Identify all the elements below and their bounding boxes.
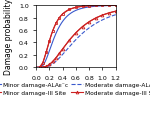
- Minor damage-III Site: [88, 6, 90, 7]
- Moderate damage-III Site: [75, 33, 77, 34]
- Moderate damage-III Site: [58, 53, 60, 55]
- Minor damage-ALAᴇ⁻ᴄ: [118, 6, 120, 7]
- Minor damage-III Site: [102, 6, 103, 7]
- Minor damage-ALAᴇ⁻ᴄ: [103, 6, 105, 7]
- Line: Moderate damage-ALAᴇ⁻ᴄ: Moderate damage-ALAᴇ⁻ᴄ: [36, 15, 119, 68]
- Moderate damage-III Site: [49, 64, 50, 66]
- Minor damage-III Site: [82, 7, 84, 8]
- Minor damage-III Site: [75, 7, 77, 9]
- Moderate damage-III Site: [82, 27, 84, 28]
- Moderate damage-ALAᴇ⁻ᴄ: [103, 19, 105, 21]
- Moderate damage-III Site: [108, 13, 110, 14]
- Line: Minor damage-III Site: Minor damage-III Site: [38, 5, 117, 69]
- Moderate damage-ALAᴇ⁻ᴄ: [75, 39, 77, 41]
- Minor damage-III Site: [49, 40, 50, 42]
- Minor damage-ALAᴇ⁻ᴄ: [80, 9, 82, 10]
- Moderate damage-III Site: [39, 67, 41, 68]
- Minor damage-ALAᴇ⁻ᴄ: [85, 8, 86, 9]
- Moderate damage-III Site: [115, 11, 117, 13]
- Minor damage-III Site: [115, 6, 117, 7]
- Minor damage-ALAᴇ⁻ᴄ: [35, 67, 37, 68]
- Minor damage-III Site: [58, 18, 60, 19]
- Minor damage-III Site: [95, 6, 97, 7]
- Moderate damage-ALAᴇ⁻ᴄ: [118, 14, 120, 15]
- Y-axis label: Damage probability: Damage probability: [4, 0, 13, 75]
- Minor damage-III Site: [45, 52, 47, 53]
- Moderate damage-III Site: [42, 67, 44, 68]
- Minor damage-III Site: [68, 10, 70, 11]
- Minor damage-III Site: [42, 62, 44, 64]
- Minor damage-III Site: [55, 23, 57, 24]
- Minor damage-ALAᴇ⁻ᴄ: [116, 6, 118, 7]
- Moderate damage-III Site: [55, 57, 57, 59]
- Moderate damage-III Site: [68, 40, 70, 42]
- Moderate damage-III Site: [62, 49, 64, 50]
- Minor damage-III Site: [62, 14, 64, 15]
- Moderate damage-ALAᴇ⁻ᴄ: [80, 35, 82, 36]
- Minor damage-ALAᴇ⁻ᴄ: [75, 11, 76, 12]
- Minor damage-ALAᴇ⁻ᴄ: [75, 10, 77, 12]
- Moderate damage-ALAᴇ⁻ᴄ: [35, 67, 37, 68]
- Moderate damage-ALAᴇ⁻ᴄ: [75, 40, 76, 41]
- X-axis label: PGA /g: PGA /g: [63, 86, 89, 95]
- Minor damage-III Site: [52, 31, 54, 32]
- Moderate damage-ALAᴇ⁻ᴄ: [116, 14, 118, 16]
- Moderate damage-III Site: [52, 61, 54, 63]
- Line: Moderate damage-III Site: Moderate damage-III Site: [38, 11, 117, 69]
- Moderate damage-ALAᴇ⁻ᴄ: [85, 31, 86, 32]
- Moderate damage-III Site: [95, 18, 97, 19]
- Moderate damage-III Site: [45, 66, 47, 68]
- Moderate damage-III Site: [102, 15, 103, 17]
- Moderate damage-III Site: [88, 22, 90, 23]
- Minor damage-III Site: [39, 67, 41, 68]
- Line: Minor damage-ALAᴇ⁻ᴄ: Minor damage-ALAᴇ⁻ᴄ: [36, 6, 119, 68]
- Minor damage-III Site: [108, 6, 110, 7]
- Legend: Minor damage-ALAᴇ⁻ᴄ, Minor damage-III Site, Moderate damage-ALAᴇ⁻ᴄ, Moderate dam: Minor damage-ALAᴇ⁻ᴄ, Minor damage-III Si…: [0, 80, 150, 97]
